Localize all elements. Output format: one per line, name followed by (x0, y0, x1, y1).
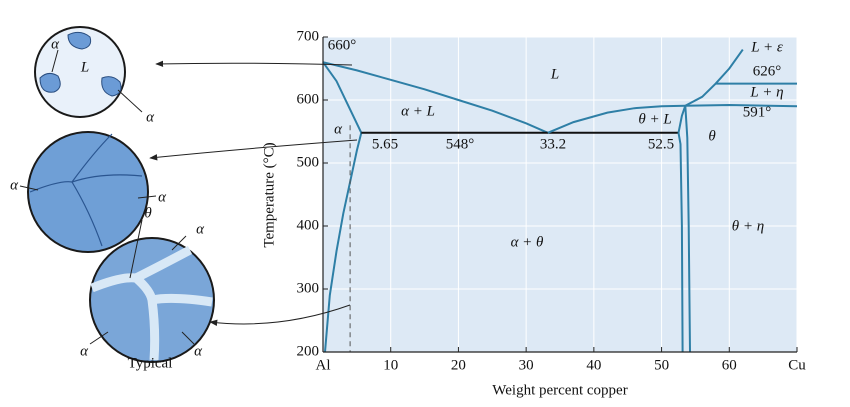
annotation: θ + η (732, 218, 764, 234)
annotation: α + θ (511, 234, 544, 250)
y-tick-label: 500 (297, 154, 320, 170)
microstructure-alpha-theta (89, 219, 215, 363)
x-tick-label: 20 (451, 357, 466, 373)
phase-boundary (684, 105, 691, 353)
arrow (209, 304, 351, 326)
annotation: 5.65 (372, 136, 398, 152)
annotation: 626° (753, 63, 782, 79)
x-tick-label: 40 (586, 357, 601, 373)
microstructure-alpha (19, 131, 157, 253)
y-tick-label: 700 (297, 28, 320, 44)
curves (322, 49, 798, 353)
annotation: 33.2 (540, 136, 566, 152)
annotation: θ + L (638, 111, 671, 127)
phase-boundary (324, 132, 363, 353)
phase-boundary (322, 61, 549, 134)
microstructure-label: α (80, 343, 89, 359)
x-tick-label: Al (316, 357, 331, 373)
y-tick-label: 200 (297, 343, 320, 359)
grid (322, 36, 798, 353)
y-tick-label: 400 (297, 217, 320, 233)
annotation: L (550, 66, 559, 82)
microstructure-label: α (146, 109, 155, 125)
labels: Al 10 20 30 40 50 60 Cu 200 300 400 500 600 700 660° Lα… (297, 28, 807, 373)
microstructure-label: α (196, 221, 205, 237)
microstructure-label: α (10, 177, 19, 193)
phase-boundary (547, 104, 686, 134)
phase-boundary (322, 61, 363, 134)
y-tick-label: 300 (297, 280, 320, 296)
phase-boundary (677, 105, 687, 133)
arrow (155, 60, 353, 68)
annotation: α (334, 121, 343, 137)
annotation: L + ε (750, 39, 783, 55)
x-tick-label: Cu (788, 357, 806, 373)
annotation: 52.5 (648, 136, 674, 152)
annotation: L + η (749, 84, 783, 100)
x-tick-label: 50 (654, 357, 669, 373)
annotation: α + L (401, 103, 435, 119)
annotation: 660° (328, 37, 357, 53)
microstructure-label: α (158, 189, 167, 205)
microstructure-label: θ (144, 205, 152, 221)
x-tick-label: 10 (383, 357, 398, 373)
microstructure-liquid (34, 26, 143, 118)
x-axis-label: Weight percent copper (492, 382, 627, 398)
arrow (149, 139, 358, 161)
y-axis-label: Temperature (°C) (261, 142, 277, 247)
phase-boundary (684, 49, 744, 107)
annotation: θ (708, 128, 716, 144)
annotation: 591° (743, 104, 772, 120)
phase-boundary (685, 103, 798, 108)
x-tick-label: 30 (519, 357, 534, 373)
x-tick-label: 60 (722, 357, 737, 373)
annotation: 548° (446, 136, 475, 152)
phase-boundary (677, 132, 684, 353)
microstructure-label: α (194, 343, 203, 359)
y-tick-label: 600 (297, 91, 320, 107)
caption: Typical (128, 355, 173, 371)
microstructure-label: α (51, 36, 60, 52)
plot-area (323, 37, 797, 352)
microstructure-label: L (80, 59, 89, 75)
